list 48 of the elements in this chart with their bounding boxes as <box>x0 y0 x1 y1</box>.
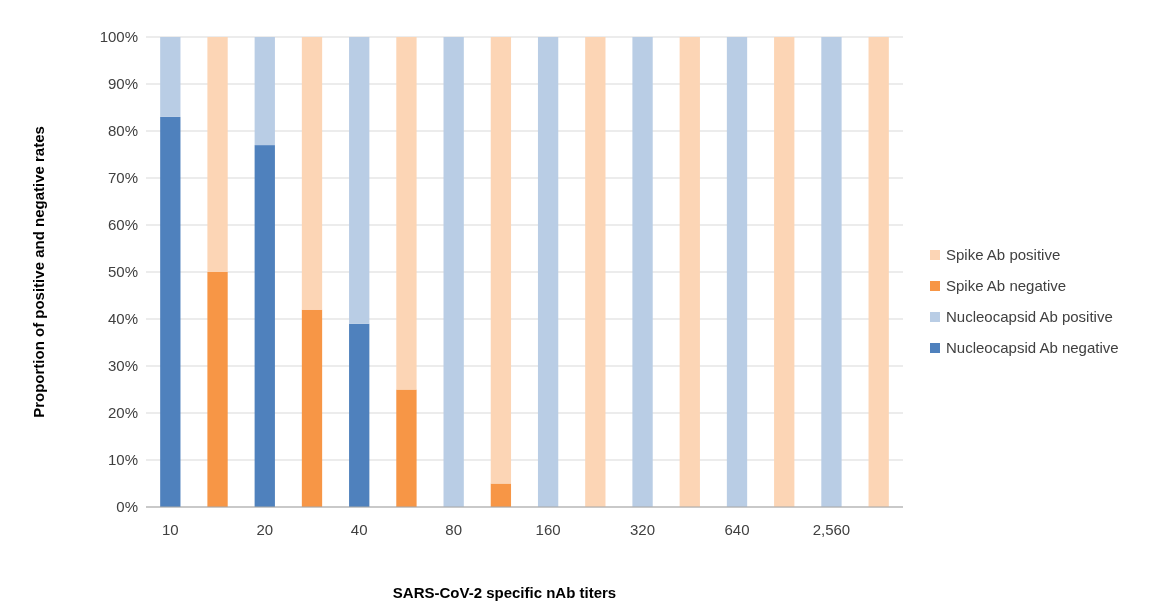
bar <box>443 37 464 507</box>
x-tick-label: 160 <box>535 521 561 538</box>
y-tick-label: 60% <box>107 216 138 234</box>
bar <box>396 389 417 507</box>
bar <box>349 37 370 324</box>
bar <box>726 37 748 507</box>
bar <box>490 37 512 484</box>
y-tick-label: 90% <box>107 75 138 93</box>
bar <box>301 309 323 507</box>
x-tick-label: 640 <box>724 521 750 538</box>
y-tick-label: 40% <box>107 310 138 328</box>
bar <box>821 37 842 507</box>
bar <box>396 37 417 390</box>
legend-label: Spike Ab positive <box>946 246 1061 264</box>
bar <box>349 323 370 507</box>
legend-label: Spike Ab negative <box>946 277 1067 295</box>
y-tick-label: 0% <box>116 498 138 516</box>
x-tick-label: 320 <box>630 521 656 538</box>
legend-label: Nucleocapsid Ab positive <box>946 308 1113 326</box>
bar <box>254 37 275 146</box>
x-tick-label: 20 <box>256 521 274 538</box>
bar <box>160 116 181 507</box>
bar <box>207 37 228 272</box>
bar <box>679 37 700 507</box>
y-tick-label: 50% <box>107 263 138 281</box>
y-tick-label: 80% <box>107 122 138 140</box>
y-tick-label: 30% <box>107 357 138 375</box>
x-axis-title: SARS-CoV-2 specific nAb titers <box>392 584 617 601</box>
y-tick-label: 10% <box>107 451 138 469</box>
bar <box>632 37 653 507</box>
x-tick-label: 10 <box>161 521 179 538</box>
x-tick-label: 80 <box>445 521 463 538</box>
bar <box>490 483 512 507</box>
x-tick-label: 40 <box>350 521 368 538</box>
y-tick-label: 100% <box>99 28 138 46</box>
bar <box>774 37 795 507</box>
bar <box>537 37 559 507</box>
bar <box>868 37 889 507</box>
y-tick-label: 20% <box>107 404 138 422</box>
y-axis-title: Proportion of positive and negative rates <box>30 126 47 418</box>
bar <box>301 37 323 310</box>
bar <box>207 272 228 507</box>
bar <box>254 145 275 507</box>
bar <box>160 37 181 117</box>
x-tick-label: 2,560 <box>812 521 851 538</box>
bar <box>585 37 606 507</box>
y-tick-label: 70% <box>107 169 138 187</box>
legend-label: Nucleocapsid Ab negative <box>946 339 1119 357</box>
